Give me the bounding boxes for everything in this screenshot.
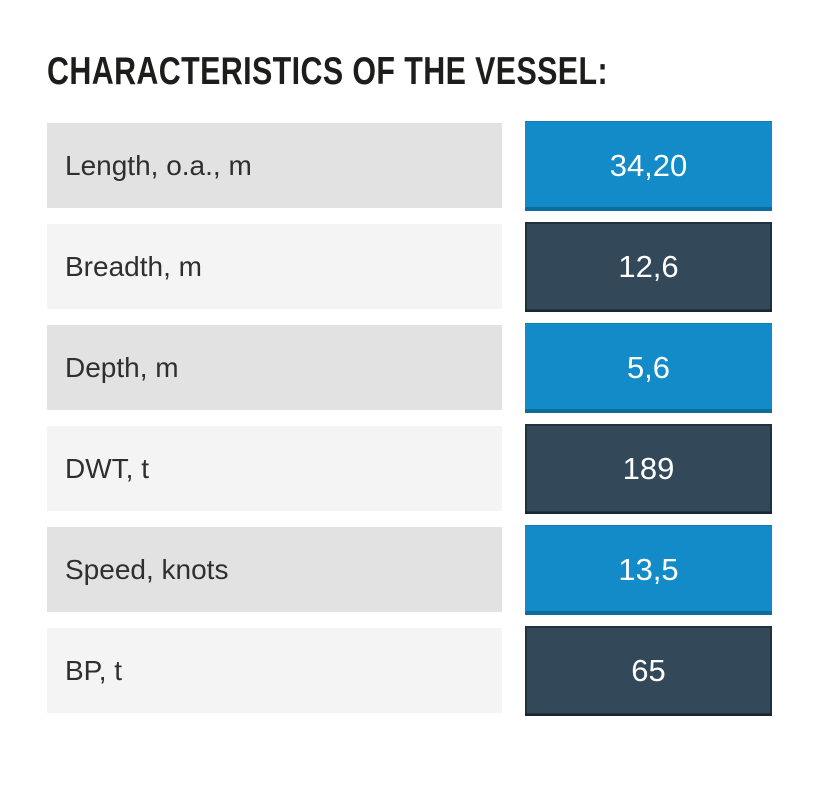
- row-value: 65: [525, 626, 772, 716]
- row-label: DWT, t: [47, 426, 502, 511]
- row-label: BP, t: [47, 628, 502, 713]
- row-value: 13,5: [525, 525, 772, 615]
- row-label: Length, o.a., m: [47, 123, 502, 208]
- row-label: Breadth, m: [47, 224, 502, 309]
- row-label: Speed, knots: [47, 527, 502, 612]
- table-row: BP, t 65: [47, 626, 830, 716]
- table-row: Speed, knots 13,5: [47, 525, 830, 615]
- table-row: Length, o.a., m 34,20: [47, 121, 830, 211]
- page-title: CHARACTERISTICS OF THE VESSEL:: [47, 50, 608, 93]
- row-value: 12,6: [525, 222, 772, 312]
- row-value: 34,20: [525, 121, 772, 211]
- table-row: Depth, m 5,6: [47, 323, 830, 413]
- row-value: 5,6: [525, 323, 772, 413]
- vessel-characteristics-page: CHARACTERISTICS OF THE VESSEL: Length, o…: [47, 50, 830, 716]
- table-row: DWT, t 189: [47, 424, 830, 514]
- row-value: 189: [525, 424, 772, 514]
- row-label: Depth, m: [47, 325, 502, 410]
- table-row: Breadth, m 12,6: [47, 222, 830, 312]
- characteristics-table: Length, o.a., m 34,20 Breadth, m 12,6 De…: [47, 121, 830, 716]
